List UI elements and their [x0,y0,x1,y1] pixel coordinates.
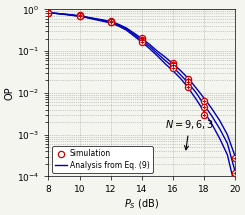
Simulation [172,62,174,64]
Simulation [203,99,206,102]
Line: Simulation: Simulation [45,10,238,161]
Text: $N=9,6,3$: $N=9,6,3$ [165,118,214,150]
Y-axis label: OP: OP [4,86,14,100]
Legend: Simulation, Analysis from Eq. (9): Simulation, Analysis from Eq. (9) [52,146,153,173]
Simulation [234,157,237,159]
Simulation [78,14,81,17]
X-axis label: $P_S$ (dB): $P_S$ (dB) [124,197,159,211]
Simulation [47,11,50,14]
Simulation [187,77,190,80]
Simulation [109,19,112,22]
Simulation [140,36,143,39]
